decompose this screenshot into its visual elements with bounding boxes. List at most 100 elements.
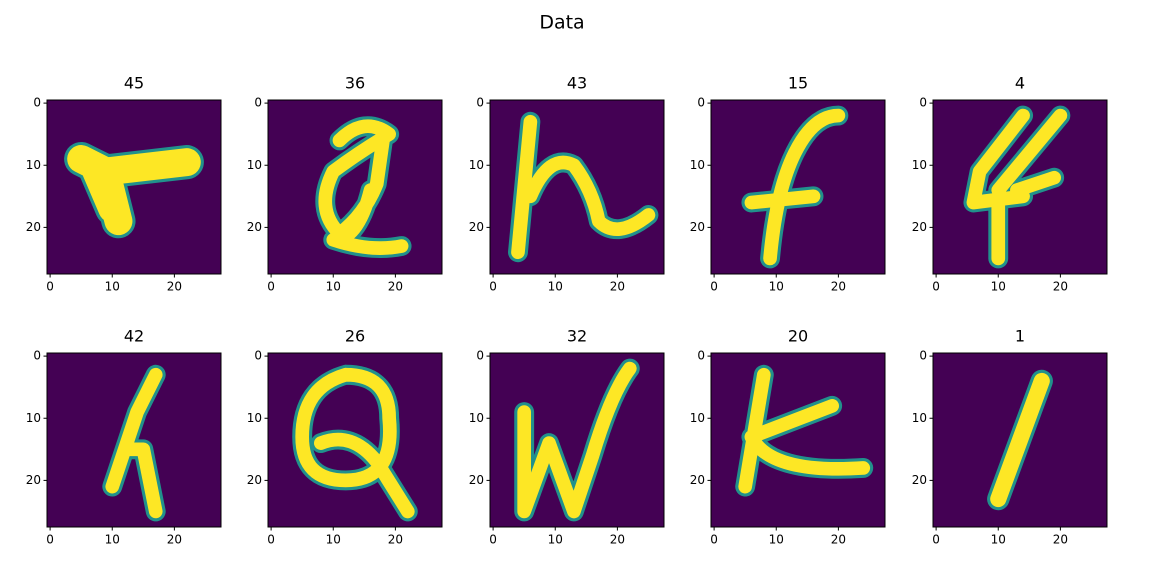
x-tick-label: 20: [610, 533, 625, 547]
axes-frame: [267, 99, 443, 275]
glyph: [741, 105, 849, 269]
x-tick-label: 0: [932, 280, 940, 294]
y-tick-label: 20: [26, 220, 41, 234]
y-tick-label: 20: [912, 473, 927, 487]
x-tick-label: 0: [46, 280, 54, 294]
x-tick-label: 10: [769, 280, 784, 294]
x-tick-label: 0: [710, 533, 718, 547]
axes-frame: [710, 352, 886, 528]
y-tick-label: 10: [690, 411, 705, 425]
subplot-title: 32: [567, 327, 587, 346]
subplot-title: 43: [567, 74, 587, 93]
x-tick-label: 20: [388, 533, 403, 547]
glyph: [987, 369, 1053, 511]
x-tick-label: 10: [769, 533, 784, 547]
y-tick-label: 20: [690, 473, 705, 487]
y-tick-label: 10: [469, 411, 484, 425]
glyph: [292, 364, 418, 522]
glyph-core: [738, 367, 871, 494]
y-tick-label: 10: [26, 411, 41, 425]
x-tick-label: 10: [326, 533, 341, 547]
glyph-core: [744, 108, 846, 266]
glyph: [64, 141, 204, 239]
glyph: [102, 364, 166, 522]
axes-frame: [489, 99, 665, 275]
y-tick-label: 20: [26, 473, 41, 487]
y-tick-label: 0: [254, 349, 262, 363]
y-tick-label: 0: [33, 349, 41, 363]
x-tick-label: 10: [991, 280, 1006, 294]
x-tick-label: 10: [326, 280, 341, 294]
y-tick-label: 10: [26, 158, 41, 172]
y-tick-label: 20: [247, 220, 262, 234]
subplot-title: 20: [788, 327, 808, 346]
x-tick-label: 20: [167, 280, 182, 294]
y-tick-label: 0: [476, 96, 484, 110]
x-tick-label: 0: [710, 280, 718, 294]
x-tick-label: 10: [991, 533, 1006, 547]
image-background: [47, 100, 221, 274]
x-tick-label: 0: [489, 280, 497, 294]
y-tick-label: 20: [469, 220, 484, 234]
y-tick-label: 10: [247, 411, 262, 425]
axes-frame: [46, 352, 222, 528]
x-tick-label: 20: [1053, 280, 1068, 294]
glyph-core: [295, 367, 415, 519]
x-tick-label: 0: [267, 533, 275, 547]
x-tick-label: 10: [548, 533, 563, 547]
y-tick-label: 0: [697, 96, 705, 110]
y-tick-label: 0: [33, 96, 41, 110]
glyph: [315, 116, 412, 259]
axes-frame: [489, 352, 665, 528]
x-tick-label: 20: [831, 533, 846, 547]
x-tick-label: 10: [105, 533, 120, 547]
x-tick-label: 10: [105, 280, 120, 294]
y-tick-label: 0: [919, 96, 927, 110]
glyph-core: [517, 361, 637, 519]
y-tick-label: 10: [469, 158, 484, 172]
axes-frame: [932, 352, 1108, 528]
y-tick-label: 0: [697, 349, 705, 363]
x-tick-label: 20: [1053, 533, 1068, 547]
subplot-title: 45: [124, 74, 144, 93]
x-tick-label: 0: [932, 533, 940, 547]
y-tick-label: 20: [247, 473, 262, 487]
glyph: [963, 105, 1071, 269]
subplot-title: 42: [124, 327, 144, 346]
subplot-title: 26: [345, 327, 365, 346]
glyph-core: [511, 114, 656, 260]
x-tick-label: 10: [548, 280, 563, 294]
image-background: [711, 100, 885, 274]
glyph-core: [67, 145, 201, 236]
axes-frame: [710, 99, 886, 275]
glyph: [735, 364, 874, 497]
y-tick-label: 0: [919, 349, 927, 363]
y-tick-label: 0: [476, 349, 484, 363]
glyph-core: [318, 119, 409, 255]
y-tick-label: 20: [690, 220, 705, 234]
figure-title: Data: [539, 12, 584, 34]
subplot-title: 15: [788, 74, 808, 93]
y-tick-label: 10: [912, 158, 927, 172]
x-tick-label: 0: [46, 533, 54, 547]
glyph-core: [105, 367, 163, 519]
y-tick-label: 20: [912, 220, 927, 234]
axes-frame: [932, 99, 1108, 275]
y-tick-label: 0: [254, 96, 262, 110]
glyph-core: [966, 108, 1068, 266]
x-tick-label: 20: [831, 280, 846, 294]
glyph: [514, 358, 640, 522]
subplot-title: 36: [345, 74, 365, 93]
y-tick-label: 20: [469, 473, 484, 487]
x-tick-label: 20: [610, 280, 625, 294]
axes-frame: [267, 352, 443, 528]
x-tick-label: 0: [489, 533, 497, 547]
x-tick-label: 0: [267, 280, 275, 294]
image-background: [711, 353, 885, 527]
x-tick-label: 20: [167, 533, 182, 547]
y-tick-label: 10: [247, 158, 262, 172]
axes-frame: [46, 99, 222, 275]
x-tick-label: 20: [388, 280, 403, 294]
subplot-title: 1: [1015, 327, 1025, 346]
